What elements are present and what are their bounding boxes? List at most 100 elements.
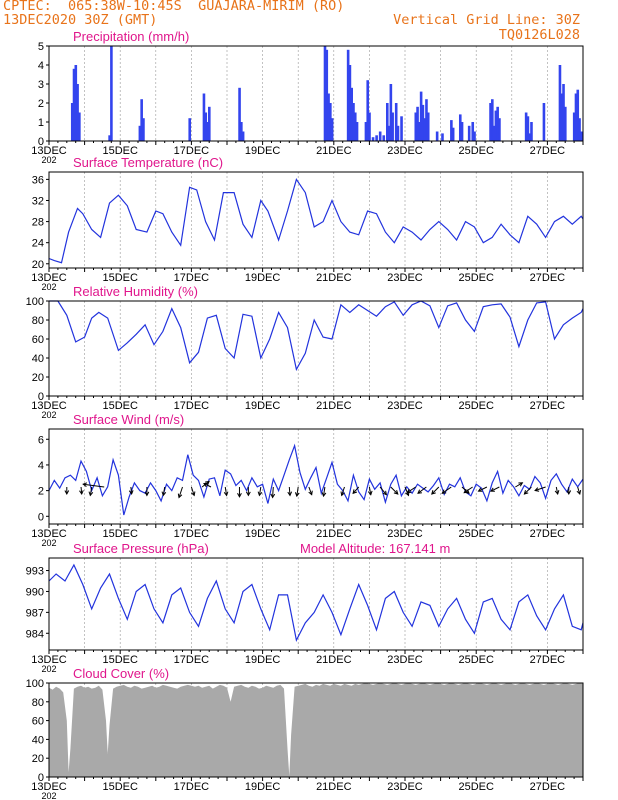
wind-xtick-label: 15DEC xyxy=(102,528,138,540)
precip-bar xyxy=(329,103,332,141)
precip-bar xyxy=(496,106,499,141)
precip-bar xyxy=(389,84,393,141)
precip-bar xyxy=(387,125,391,141)
pressure-xtick-label: 27DEC xyxy=(530,654,566,666)
humidity-ytick-label: 60 xyxy=(32,334,44,346)
temp-title: Surface Temperature (nC) xyxy=(73,155,223,170)
precip-year-label: 202 xyxy=(41,155,56,165)
humidity-xtick-label: 13DEC xyxy=(31,400,67,412)
cloud-xtick-label: 25DEC xyxy=(458,781,494,793)
wind-xtick-label: 27DEC xyxy=(530,528,566,540)
wind-arrowhead xyxy=(308,490,313,496)
precip-bar xyxy=(416,106,419,141)
precip-bar xyxy=(378,131,382,141)
precip-bar xyxy=(353,112,357,141)
grid-note: Vertical Grid Line: 30Z xyxy=(393,12,580,28)
pressure-xtick-label: 23DEC xyxy=(387,654,423,666)
humidity-xtick-label: 19DEC xyxy=(245,400,281,412)
cloud-xtick-label: 19DEC xyxy=(245,781,281,793)
pressure-ytick-label: 984 xyxy=(26,628,44,640)
wind-arrow xyxy=(524,486,532,495)
wind-ytick-label: 0 xyxy=(38,511,44,523)
wind-arrowhead xyxy=(406,488,412,494)
precip-bar xyxy=(450,120,453,141)
cloud-ytick-label: 80 xyxy=(32,697,44,709)
wind-arrow xyxy=(258,486,262,496)
humidity-ytick-label: 40 xyxy=(32,353,44,365)
cloud-ytick-label: 100 xyxy=(26,678,44,690)
wind-arrowhead xyxy=(257,491,263,497)
precip-ytick-label: 5 xyxy=(38,41,44,53)
precip-bar xyxy=(425,99,428,141)
precip-bar xyxy=(371,137,375,141)
wind-arrowhead xyxy=(463,488,469,494)
cloud-xtick-label: 15DEC xyxy=(102,781,138,793)
wind-arrowhead xyxy=(534,487,540,492)
humidity-xtick-label: 25DEC xyxy=(458,400,494,412)
precip-bar xyxy=(364,122,368,141)
wind-arrowhead xyxy=(64,490,70,496)
precip-bar xyxy=(467,125,471,141)
precip-bar xyxy=(578,118,581,141)
precip-bar xyxy=(386,103,389,141)
cloud-year-label: 202 xyxy=(41,791,56,800)
humidity-ytick-label: 80 xyxy=(32,315,44,327)
cloud-xtick-label: 21DEC xyxy=(316,781,352,793)
wind-arrowhead xyxy=(144,491,150,497)
wind-arrowhead xyxy=(554,490,560,496)
wind-xtick-label: 25DEC xyxy=(458,528,494,540)
precip-bar xyxy=(206,122,209,141)
precip-bar xyxy=(350,87,353,141)
precip-xtick-label: 25DEC xyxy=(458,145,494,157)
wind-xtick-label: 19DEC xyxy=(245,528,281,540)
precip-bar xyxy=(494,110,498,141)
pressure-xtick-label: 19DEC xyxy=(245,654,281,666)
precip-bar xyxy=(355,122,359,141)
wind-year-label: 202 xyxy=(41,538,56,548)
temp-xtick-label: 15DEC xyxy=(102,272,138,284)
wind-arrow xyxy=(390,486,399,495)
humidity-xtick-label: 21DEC xyxy=(316,400,352,412)
temp-year-label: 202 xyxy=(41,282,56,292)
precip-xtick-label: 15DEC xyxy=(102,145,138,157)
wind-xtick-label: 13DEC xyxy=(31,528,67,540)
pressure-xtick-label: 15DEC xyxy=(102,654,138,666)
cloud-ytick-label: 20 xyxy=(32,753,44,765)
pressure-panel: Surface Pressure (hPa) Model Altitude: 16… xyxy=(26,541,584,674)
wind-arrow xyxy=(272,486,274,498)
precip-bar xyxy=(327,93,330,141)
wind-arrowhead xyxy=(489,487,495,492)
wind-arrowhead xyxy=(161,491,167,497)
wind-arrow xyxy=(308,486,313,495)
temp-xtick-label: 21DEC xyxy=(316,272,352,284)
precip-bar xyxy=(564,106,567,141)
precip-bar xyxy=(558,65,562,141)
precip-bar xyxy=(241,131,245,141)
precip-bar xyxy=(489,103,492,141)
precip-bar xyxy=(110,46,113,141)
precip-xtick-label: 23DEC xyxy=(387,145,423,157)
wind-arrowhead xyxy=(367,490,373,496)
precip-bar xyxy=(391,112,394,141)
wind-arrow xyxy=(417,486,427,494)
wind-frame xyxy=(48,428,584,525)
temp-xtick-label: 27DEC xyxy=(530,272,566,284)
wind-arrowhead xyxy=(245,491,251,497)
wind-arrowhead xyxy=(287,491,293,497)
run-datetime: 13DEC2020 30Z (GMT) xyxy=(3,12,158,28)
precip-bar xyxy=(418,122,421,141)
wind-ytick-label: 6 xyxy=(38,434,44,446)
temp-line xyxy=(48,177,584,264)
precip-bar xyxy=(394,103,398,141)
humidity-xtick-label: 23DEC xyxy=(387,400,423,412)
pressure-xtick-label: 25DEC xyxy=(458,654,494,666)
wind-arrowhead xyxy=(393,490,399,495)
precip-bar xyxy=(208,106,211,141)
cloud-area xyxy=(49,683,583,777)
humidity-ytick-label: 0 xyxy=(38,391,44,403)
wind-arrowhead xyxy=(441,489,447,494)
wind-arrow xyxy=(404,486,409,496)
wind-arrow xyxy=(178,486,183,498)
wind-arrow xyxy=(577,486,581,495)
